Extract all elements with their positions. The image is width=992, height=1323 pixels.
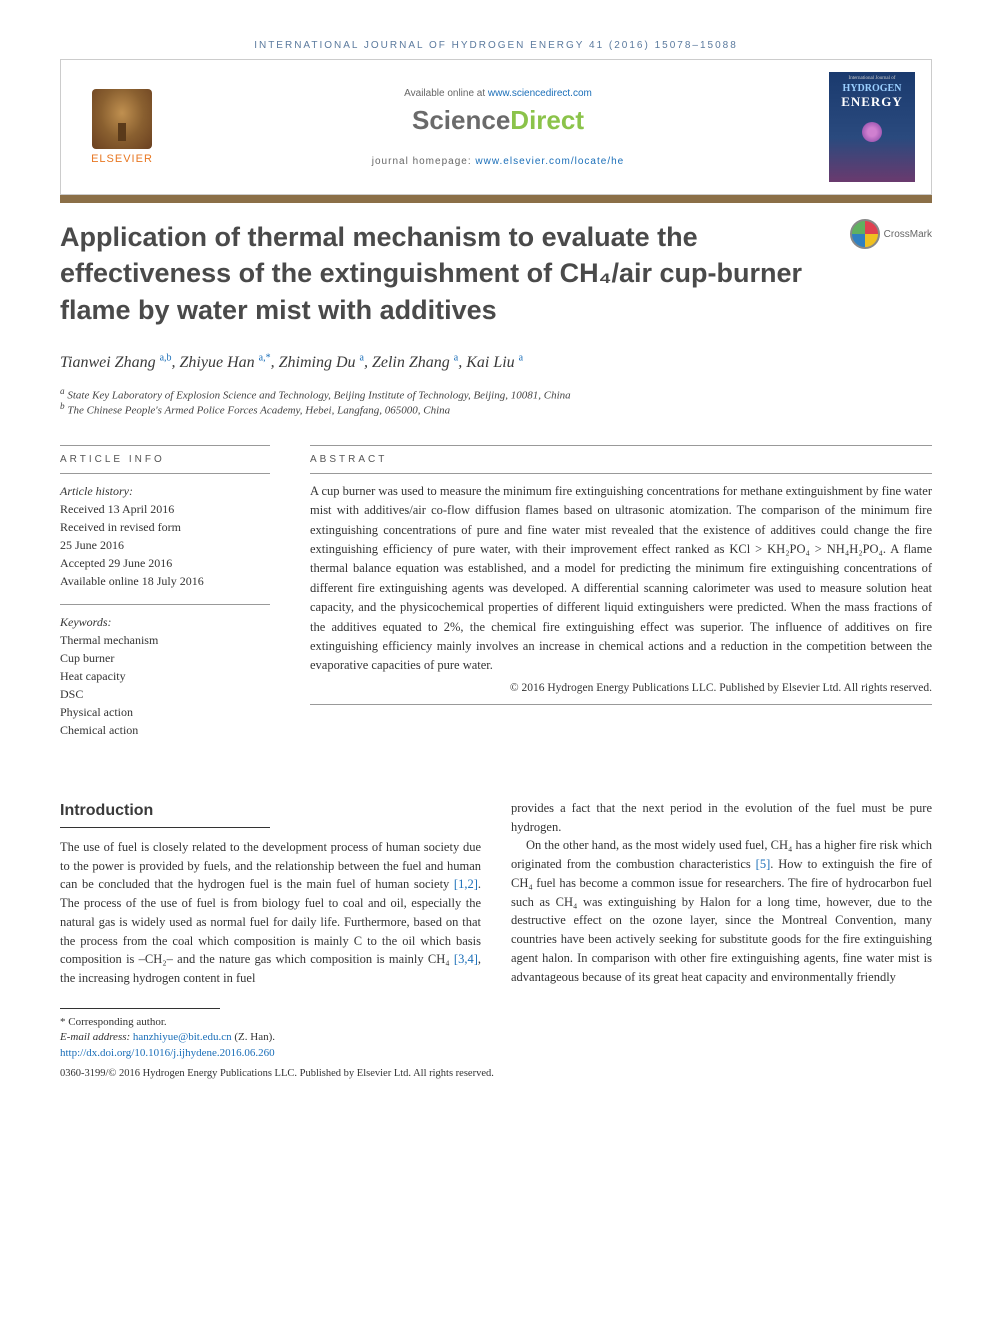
author[interactable]: Tianwei Zhang a,b <box>60 354 172 371</box>
authors-list: Tianwei Zhang a,b, Zhiyue Han a,*, Zhimi… <box>60 352 932 371</box>
abstract-column: ABSTRACT A cup burner was used to measur… <box>310 437 932 739</box>
author[interactable]: Kai Liu a <box>466 354 523 371</box>
crossmark-icon <box>850 219 880 249</box>
introduction-heading: Introduction <box>60 799 481 823</box>
crossmark-badge[interactable]: CrossMark <box>850 219 932 249</box>
article-info-column: ARTICLE INFO Article history: Received 1… <box>60 437 270 739</box>
article-info-label: ARTICLE INFO <box>60 454 270 465</box>
cover-graphic-icon <box>862 122 882 142</box>
abstract-copyright: © 2016 Hydrogen Energy Publications LLC.… <box>310 682 932 694</box>
author[interactable]: Zhiming Du a <box>279 354 364 371</box>
elsevier-logo[interactable]: ELSEVIER <box>77 77 167 177</box>
homepage-text: journal homepage: www.elsevier.com/locat… <box>167 156 829 167</box>
footnotes: * Corresponding author. E-mail address: … <box>60 1015 932 1082</box>
citation-link[interactable]: [3,4] <box>454 952 478 966</box>
body-text: Introduction The use of fuel is closely … <box>60 799 932 988</box>
body-column-right: provides a fact that the next period in … <box>511 799 932 988</box>
body-column-left: Introduction The use of fuel is closely … <box>60 799 481 988</box>
journal-cover-thumbnail[interactable]: International Journal of HYDROGEN ENERGY <box>829 72 915 182</box>
homepage-url[interactable]: www.elsevier.com/locate/he <box>475 156 624 167</box>
citation-link[interactable]: [1,2] <box>454 877 478 891</box>
copyright-line: 0360-3199/© 2016 Hydrogen Energy Publica… <box>60 1067 932 1082</box>
doi-link[interactable]: http://dx.doi.org/10.1016/j.ijhydene.201… <box>60 1047 275 1059</box>
email-link[interactable]: hanzhiyue@bit.edu.cn <box>133 1031 232 1043</box>
abstract-text: A cup burner was used to measure the min… <box>310 482 932 676</box>
citation-link[interactable]: [5] <box>756 857 771 871</box>
article-title: Application of thermal mechanism to eval… <box>60 219 830 328</box>
email-line: E-mail address: hanzhiyue@bit.edu.cn (Z.… <box>60 1030 932 1045</box>
elsevier-tree-icon <box>92 89 152 149</box>
author[interactable]: Zhiyue Han a,* <box>180 354 271 371</box>
header-box: ELSEVIER Available online at www.science… <box>60 59 932 195</box>
journal-citation-header: INTERNATIONAL JOURNAL OF HYDROGEN ENERGY… <box>60 40 932 51</box>
abstract-label: ABSTRACT <box>310 454 932 465</box>
divider-bar <box>60 195 932 203</box>
sciencedirect-logo[interactable]: ScienceDirect <box>167 105 829 136</box>
sciencedirect-url[interactable]: www.sciencedirect.com <box>488 88 592 99</box>
keywords-block: Keywords: Thermal mechanism Cup burner H… <box>60 613 270 739</box>
corresponding-author-note: * Corresponding author. <box>60 1015 932 1030</box>
center-header: Available online at www.sciencedirect.co… <box>167 88 829 167</box>
available-online-text: Available online at www.sciencedirect.co… <box>167 88 829 99</box>
author[interactable]: Zelin Zhang a <box>372 354 458 371</box>
elsevier-label: ELSEVIER <box>91 153 153 165</box>
article-history: Article history: Received 13 April 2016 … <box>60 482 270 590</box>
footnote-separator <box>60 1008 220 1009</box>
affiliations: a State Key Laboratory of Explosion Scie… <box>60 386 932 417</box>
